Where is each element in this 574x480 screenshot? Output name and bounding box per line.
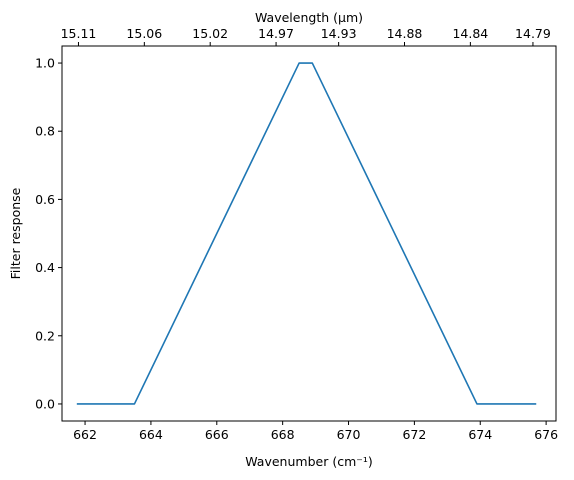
top-tick-label: 15.06 — [126, 26, 162, 41]
x-tick-label: 670 — [337, 427, 361, 442]
top-tick-label: 14.84 — [452, 26, 488, 41]
top-tick-label: 15.02 — [192, 26, 228, 41]
y-tick-label: 1.0 — [35, 56, 55, 71]
filter-response-line — [76, 62, 537, 405]
ticks-layer: 662 664 666 668 670 672 674 676 0.0 0.2 0.4 0.6 0.8 1… — [35, 26, 558, 442]
y-tick-label: 0.0 — [35, 396, 55, 411]
top-tick-label: 14.88 — [387, 26, 423, 41]
top-tick-label: 14.93 — [321, 26, 357, 41]
y-tick-label: 0.2 — [35, 328, 55, 343]
y-axis-label: Filter response — [8, 187, 23, 279]
y-tick-label: 0.6 — [35, 192, 55, 207]
x-tick-label: 672 — [402, 427, 426, 442]
x-tick-label: 674 — [468, 427, 492, 442]
top-tick-label: 14.79 — [515, 26, 551, 41]
x-tick-label: 668 — [271, 427, 295, 442]
top-tick-label: 14.97 — [258, 26, 294, 41]
plot-frame — [61, 45, 557, 422]
x-tick-label: 662 — [73, 427, 97, 442]
plot-layer — [76, 62, 537, 405]
y-tick-label: 0.4 — [35, 260, 55, 275]
x-tick-label: 666 — [205, 427, 229, 442]
x-axis-label: Wavenumber (cm⁻¹) — [245, 454, 372, 469]
x-tick-label: 676 — [534, 427, 558, 442]
top-axis-label: Wavelength (μm) — [255, 10, 363, 25]
y-tick-label: 0.8 — [35, 124, 55, 139]
top-tick-label: 15.11 — [61, 26, 97, 41]
x-tick-label: 664 — [139, 427, 163, 442]
